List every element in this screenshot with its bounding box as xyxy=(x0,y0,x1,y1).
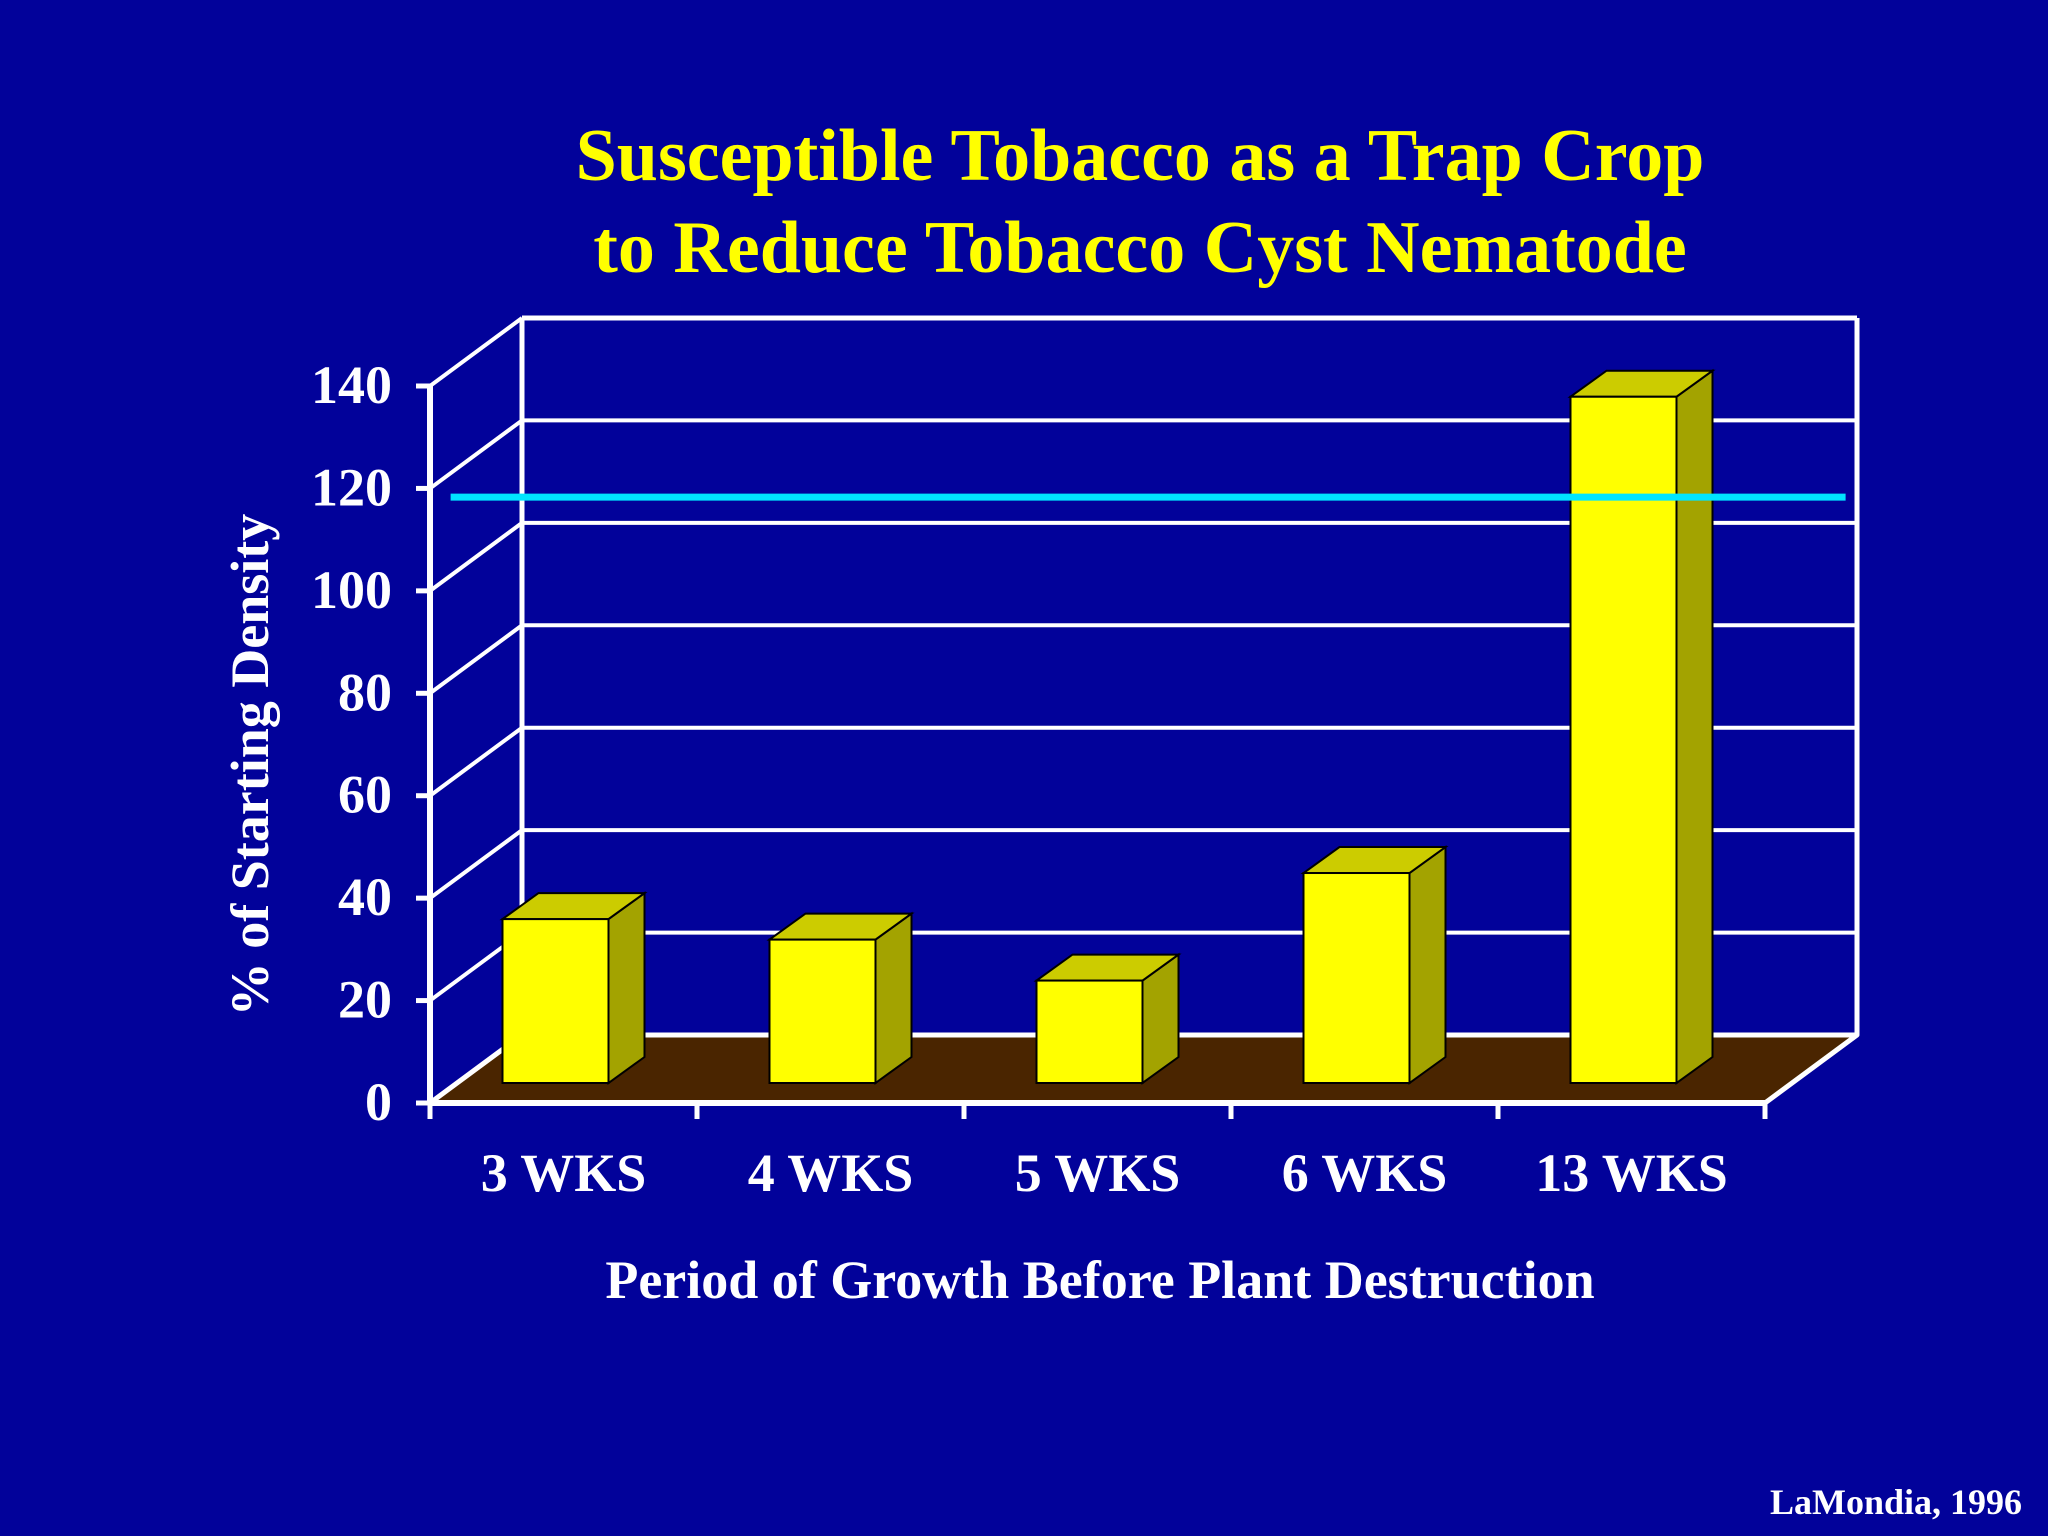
side-gridline xyxy=(428,418,524,491)
bar-side xyxy=(1675,368,1714,1085)
side-gridline xyxy=(428,316,524,388)
y-tick-label: 140 xyxy=(311,355,392,415)
x-tick-label: 5 WKS xyxy=(1015,1143,1181,1203)
bar-1 xyxy=(499,891,648,1085)
y-tick-label: 60 xyxy=(338,765,392,825)
y-tick-label: 80 xyxy=(338,662,392,722)
side-gridline xyxy=(428,726,524,798)
bar-side xyxy=(1408,845,1447,1085)
bar-front xyxy=(501,918,610,1084)
side-gridline xyxy=(428,623,524,695)
chart-title-line-1: Susceptible Tobacco as a Trap Crop xyxy=(575,115,1705,197)
x-axis-title: Period of Growth Before Plant Destructio… xyxy=(605,1250,1594,1310)
x-tick-label: 4 WKS xyxy=(748,1143,914,1203)
bar-5 xyxy=(1567,368,1716,1085)
bar-side xyxy=(874,911,913,1085)
side-gridline xyxy=(428,521,524,593)
y-tick-label: 40 xyxy=(338,867,392,927)
side-gridline xyxy=(428,828,524,900)
x-tick-label: 6 WKS xyxy=(1282,1143,1448,1203)
bar-side xyxy=(607,891,646,1085)
y-tick-label: 100 xyxy=(311,560,392,620)
x-tick-label: 3 WKS xyxy=(481,1143,647,1203)
bar-front xyxy=(1302,872,1411,1084)
bar-front xyxy=(1569,395,1678,1084)
citation: LaMondia, 1996 xyxy=(1769,1482,2022,1522)
y-tick-label: 0 xyxy=(365,1072,392,1132)
y-tick-label: 120 xyxy=(311,457,392,517)
bar-3 xyxy=(1033,952,1182,1085)
y-axis-title: % of Starting Density xyxy=(220,514,280,1016)
bar-front xyxy=(768,938,877,1084)
chart-title-line-2: to Reduce Tobacco Cyst Nematode xyxy=(593,207,1687,289)
x-tick-label: 13 WKS xyxy=(1535,1143,1728,1203)
y-tick-label: 20 xyxy=(338,970,392,1030)
bar-4 xyxy=(1300,845,1449,1085)
bar-2 xyxy=(766,911,915,1085)
bar-front xyxy=(1035,979,1144,1084)
